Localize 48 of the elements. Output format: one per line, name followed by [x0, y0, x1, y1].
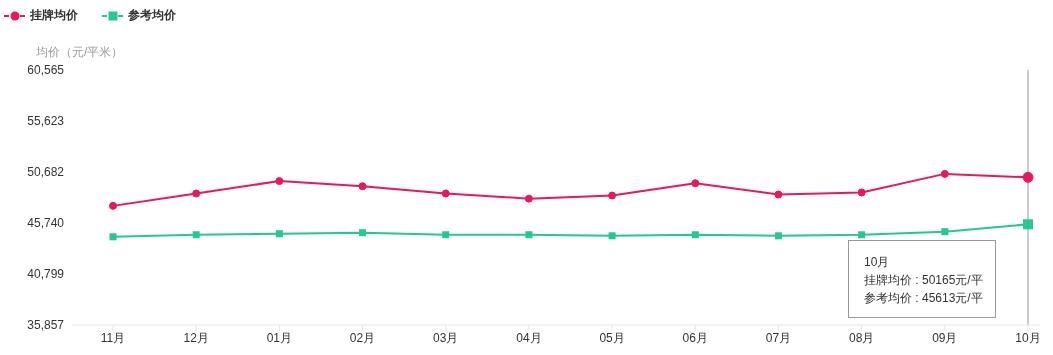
point [774, 232, 782, 240]
y-tick-label: 40,799 [27, 267, 65, 282]
y-tick-label: 45,740 [27, 216, 65, 231]
x-tick-label: 09月 [932, 330, 958, 345]
point [358, 182, 367, 191]
x-tick-label: 01月 [266, 330, 293, 345]
x-tick-label: 05月 [599, 330, 625, 345]
point [691, 179, 700, 188]
y-tick-label: 60,565 [27, 63, 65, 78]
x-tick-label: 11月 [100, 330, 126, 345]
point [525, 231, 533, 239]
y-tick-label: 50,682 [27, 165, 65, 180]
point [442, 231, 450, 239]
annotation: 参考均价 : 45613元/平 [864, 290, 984, 307]
point [524, 194, 533, 203]
point [691, 231, 699, 239]
point [941, 228, 949, 236]
x-tick-label: 07月 [765, 330, 792, 345]
point [1023, 219, 1033, 230]
legend-label: 参考均价 [128, 7, 176, 24]
x-tick-label: 03月 [433, 330, 459, 345]
y-tick-label: 55,623 [27, 114, 65, 129]
annotation: 挂牌均价 : 50165元/平 [864, 272, 984, 289]
x-tick-label: 10月 [1015, 330, 1041, 345]
x-tick-label: 04月 [516, 330, 542, 345]
point [192, 231, 200, 239]
point [441, 189, 450, 198]
point [608, 191, 617, 200]
point [275, 230, 283, 238]
x-tick-label: 08月 [848, 330, 875, 345]
tooltip-box: 10月 挂牌均价 : 50165元/平 参考均价 : 45613元/平 [848, 240, 996, 318]
legend-label: 挂牌均价 [30, 7, 78, 24]
point [109, 233, 117, 241]
point [275, 177, 284, 186]
x-tick-label: 12月 [183, 330, 209, 345]
point [940, 169, 949, 178]
y-axis-title: 均价（元/平米） [36, 44, 124, 61]
x-tick-label: 06月 [682, 330, 708, 345]
y-tick-label: 35,857 [27, 318, 65, 333]
point [608, 232, 616, 240]
annotation: 10月 [864, 254, 891, 271]
point [857, 188, 866, 197]
point [774, 190, 783, 199]
x-tick-label: 02月 [349, 330, 376, 345]
point [858, 231, 866, 239]
point [192, 189, 201, 198]
point [109, 201, 117, 210]
point [359, 229, 367, 237]
